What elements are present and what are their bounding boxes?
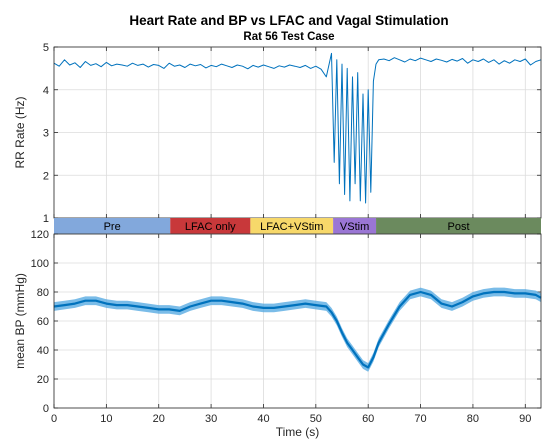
mean-bp-band <box>54 287 541 372</box>
phase-label: Post <box>448 221 470 233</box>
mean-bp-axes-box <box>53 233 542 409</box>
x-tick-label: 80 <box>467 413 479 425</box>
p2-y-tick-label: 20 <box>37 374 49 386</box>
rr-rate-panel: 1 2 3 4 5 RR Rate (Hz) <box>13 42 542 225</box>
x-tick-label: 50 <box>310 413 322 425</box>
x-tick-label: 30 <box>205 413 217 425</box>
rr-rate-series <box>53 52 542 204</box>
mean-bp-panel: 0 20 40 60 80 100 120 0 10 20 30 40 50 60 70 80 90 mean… <box>13 229 542 439</box>
x-tick-label: 90 <box>519 413 531 425</box>
rr-rate-line <box>53 52 542 204</box>
p1-y-tick-label: 5 <box>43 42 49 54</box>
rr-rate-y-ticks: 1 2 3 4 5 <box>43 42 49 225</box>
phase-label: Pre <box>104 221 121 233</box>
mean-bp-y-ticks: 0 20 40 60 80 100 120 <box>31 229 49 415</box>
mean-bp-line <box>53 290 542 369</box>
p1-y-tick-label: 3 <box>43 128 49 140</box>
phase-segment <box>54 218 171 234</box>
phase-segment <box>333 218 377 234</box>
mean-bp-x-ticks: 0 10 20 30 40 50 60 70 80 90 <box>51 413 531 425</box>
chart-title: Heart Rate and BP vs LFAC and Vagal Stim… <box>129 13 448 28</box>
p1-y-tick-label: 1 <box>43 213 49 225</box>
x-tick-label: 40 <box>257 413 269 425</box>
mean-bp-series <box>53 287 542 372</box>
p2-y-tick-label: 120 <box>31 229 49 241</box>
x-tick-label: 70 <box>414 413 426 425</box>
p2-y-tick-label: 60 <box>37 316 49 328</box>
phase-label: VStim <box>340 221 369 233</box>
x-tick-label: 0 <box>51 413 57 425</box>
phase-bar: Pre LFAC only LFAC+VStim VStim Post <box>54 218 541 234</box>
phase-segment <box>250 218 334 234</box>
x-tick-label: 10 <box>100 413 112 425</box>
chart-subtitle: Rat 56 Test Case <box>243 31 334 43</box>
phase-label: LFAC only <box>185 221 236 233</box>
rr-rate-y-label: RR Rate (Hz) <box>13 96 27 168</box>
phase-segment <box>376 218 541 234</box>
phase-label: LFAC+VStim <box>260 221 323 233</box>
x-tick-label: 20 <box>153 413 165 425</box>
x-tick-label: 60 <box>362 413 374 425</box>
mean-bp-y-label: mean BP (mmHg) <box>13 273 27 369</box>
mean-bp-grid <box>53 233 541 409</box>
p2-y-tick-label: 80 <box>37 287 49 299</box>
p1-y-tick-label: 2 <box>43 170 49 182</box>
p2-y-tick-label: 100 <box>31 258 49 270</box>
rr-rate-grid <box>53 46 541 219</box>
phase-segment <box>170 218 251 234</box>
p2-y-tick-label: 0 <box>43 403 49 415</box>
p2-y-tick-label: 40 <box>37 345 49 357</box>
x-axis-label: Time (s) <box>276 425 320 439</box>
p1-y-tick-label: 4 <box>43 85 49 97</box>
